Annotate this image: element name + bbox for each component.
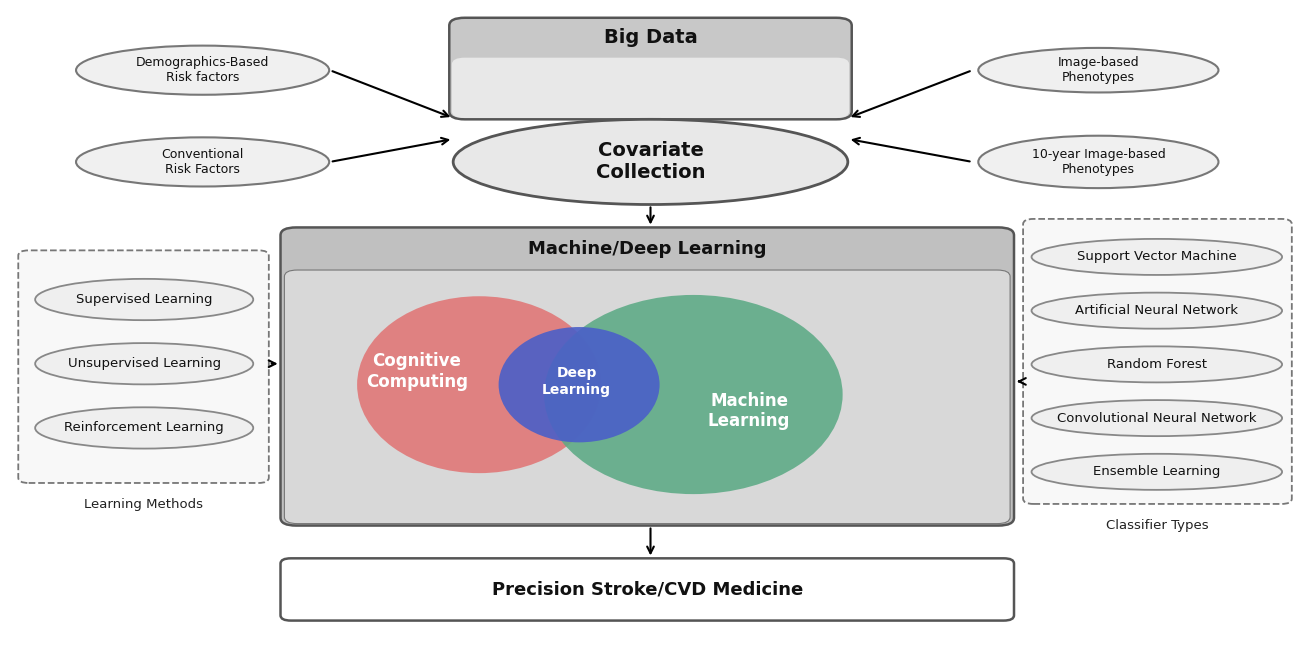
Text: Artificial Neural Network: Artificial Neural Network	[1076, 304, 1239, 317]
Ellipse shape	[1032, 293, 1281, 329]
Text: Support Vector Machine: Support Vector Machine	[1077, 251, 1237, 263]
Text: Random Forest: Random Forest	[1107, 358, 1207, 371]
Ellipse shape	[356, 296, 601, 473]
FancyBboxPatch shape	[449, 18, 852, 119]
Text: Covariate
Collection: Covariate Collection	[596, 141, 705, 182]
FancyBboxPatch shape	[18, 251, 269, 483]
Text: Cognitive
Computing: Cognitive Computing	[366, 352, 468, 391]
FancyBboxPatch shape	[281, 559, 1013, 620]
Text: Deep
Learning: Deep Learning	[543, 367, 611, 397]
Ellipse shape	[1032, 454, 1281, 490]
Text: Convolutional Neural Network: Convolutional Neural Network	[1056, 412, 1257, 424]
Text: Machine
Learning: Machine Learning	[708, 392, 790, 430]
Ellipse shape	[498, 327, 660, 442]
Ellipse shape	[75, 138, 329, 186]
Text: 10-year Image-based
Phenotypes: 10-year Image-based Phenotypes	[1032, 148, 1166, 176]
Text: Image-based
Phenotypes: Image-based Phenotypes	[1058, 56, 1140, 84]
Ellipse shape	[75, 45, 329, 95]
Text: Precision Stroke/CVD Medicine: Precision Stroke/CVD Medicine	[492, 580, 803, 598]
Text: Reinforcement Learning: Reinforcement Learning	[64, 421, 224, 434]
Text: Unsupervised Learning: Unsupervised Learning	[68, 357, 221, 370]
Ellipse shape	[978, 48, 1219, 93]
FancyBboxPatch shape	[285, 270, 1010, 524]
Ellipse shape	[35, 407, 254, 449]
Ellipse shape	[1032, 239, 1281, 275]
Text: Big Data: Big Data	[604, 28, 697, 47]
Ellipse shape	[978, 136, 1219, 188]
Text: Demographics-Based
Risk factors: Demographics-Based Risk factors	[135, 56, 269, 84]
FancyBboxPatch shape	[451, 58, 850, 118]
FancyBboxPatch shape	[281, 228, 1013, 526]
FancyBboxPatch shape	[1023, 219, 1292, 504]
Ellipse shape	[1032, 400, 1281, 436]
Ellipse shape	[453, 119, 848, 205]
Ellipse shape	[544, 295, 843, 494]
Text: Conventional
Risk Factors: Conventional Risk Factors	[161, 148, 243, 176]
Ellipse shape	[35, 343, 254, 384]
Text: Supervised Learning: Supervised Learning	[75, 293, 212, 306]
Ellipse shape	[1032, 346, 1281, 382]
Text: Learning Methods: Learning Methods	[85, 498, 203, 511]
Ellipse shape	[35, 279, 254, 320]
Text: Machine/Deep Learning: Machine/Deep Learning	[528, 240, 766, 258]
Text: Classifier Types: Classifier Types	[1106, 519, 1209, 532]
Text: Ensemble Learning: Ensemble Learning	[1093, 465, 1220, 478]
